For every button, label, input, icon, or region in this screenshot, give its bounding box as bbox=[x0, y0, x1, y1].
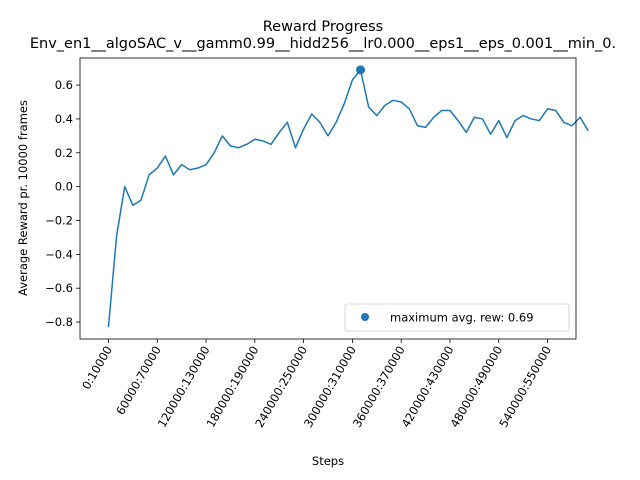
max-reward-marker bbox=[356, 65, 366, 75]
x-tick-label: 0:10000 bbox=[79, 344, 115, 392]
x-tick-label: 120000:130000 bbox=[155, 344, 213, 430]
y-axis-label: Average Reward pr. 10000 frames bbox=[16, 100, 30, 296]
legend-marker bbox=[361, 313, 369, 321]
x-tick-label: 540000:550000 bbox=[496, 344, 554, 430]
y-axis: −0.8 −0.6 −0.4 −0.2 0.0 0.2 0.4 0.6 bbox=[45, 78, 80, 329]
axes-frame bbox=[79, 57, 577, 340]
plot-area bbox=[107, 65, 589, 328]
x-tick-label: 60000:70000 bbox=[113, 344, 164, 418]
y-tick-label: 0.0 bbox=[55, 180, 73, 194]
y-tick-label: 0.2 bbox=[55, 146, 73, 160]
x-tick-label: 420000:430000 bbox=[399, 344, 457, 430]
x-tick-label: 480000:490000 bbox=[447, 344, 505, 430]
x-tick-label: 360000:370000 bbox=[350, 344, 408, 430]
y-tick-label: 0.4 bbox=[55, 112, 73, 126]
y-tick-label: −0.6 bbox=[45, 281, 73, 295]
x-tick-label: 300000:310000 bbox=[301, 344, 359, 430]
y-tick-label: −0.2 bbox=[45, 214, 73, 228]
y-tick-label: −0.4 bbox=[45, 247, 73, 261]
y-tick-label: −0.8 bbox=[45, 315, 73, 329]
x-tick-label: 240000:250000 bbox=[252, 344, 310, 430]
x-tick-label: 180000:190000 bbox=[203, 344, 261, 430]
legend-box bbox=[344, 303, 570, 332]
chart-subtitle: Env_en1__algoSAC_v__gamm0.99__hidd256__l… bbox=[30, 36, 616, 52]
legend-label: maximum avg. rew: 0.69 bbox=[390, 311, 534, 325]
reward-series-line bbox=[107, 69, 589, 328]
x-axis-label: Steps bbox=[312, 454, 344, 468]
legend: maximum avg. rew: 0.69 bbox=[344, 303, 570, 332]
x-axis: 0:1000060000:70000120000:130000180000:19… bbox=[79, 339, 554, 430]
chart-title: Reward Progress bbox=[263, 19, 384, 35]
y-tick-label: 0.6 bbox=[55, 78, 73, 92]
